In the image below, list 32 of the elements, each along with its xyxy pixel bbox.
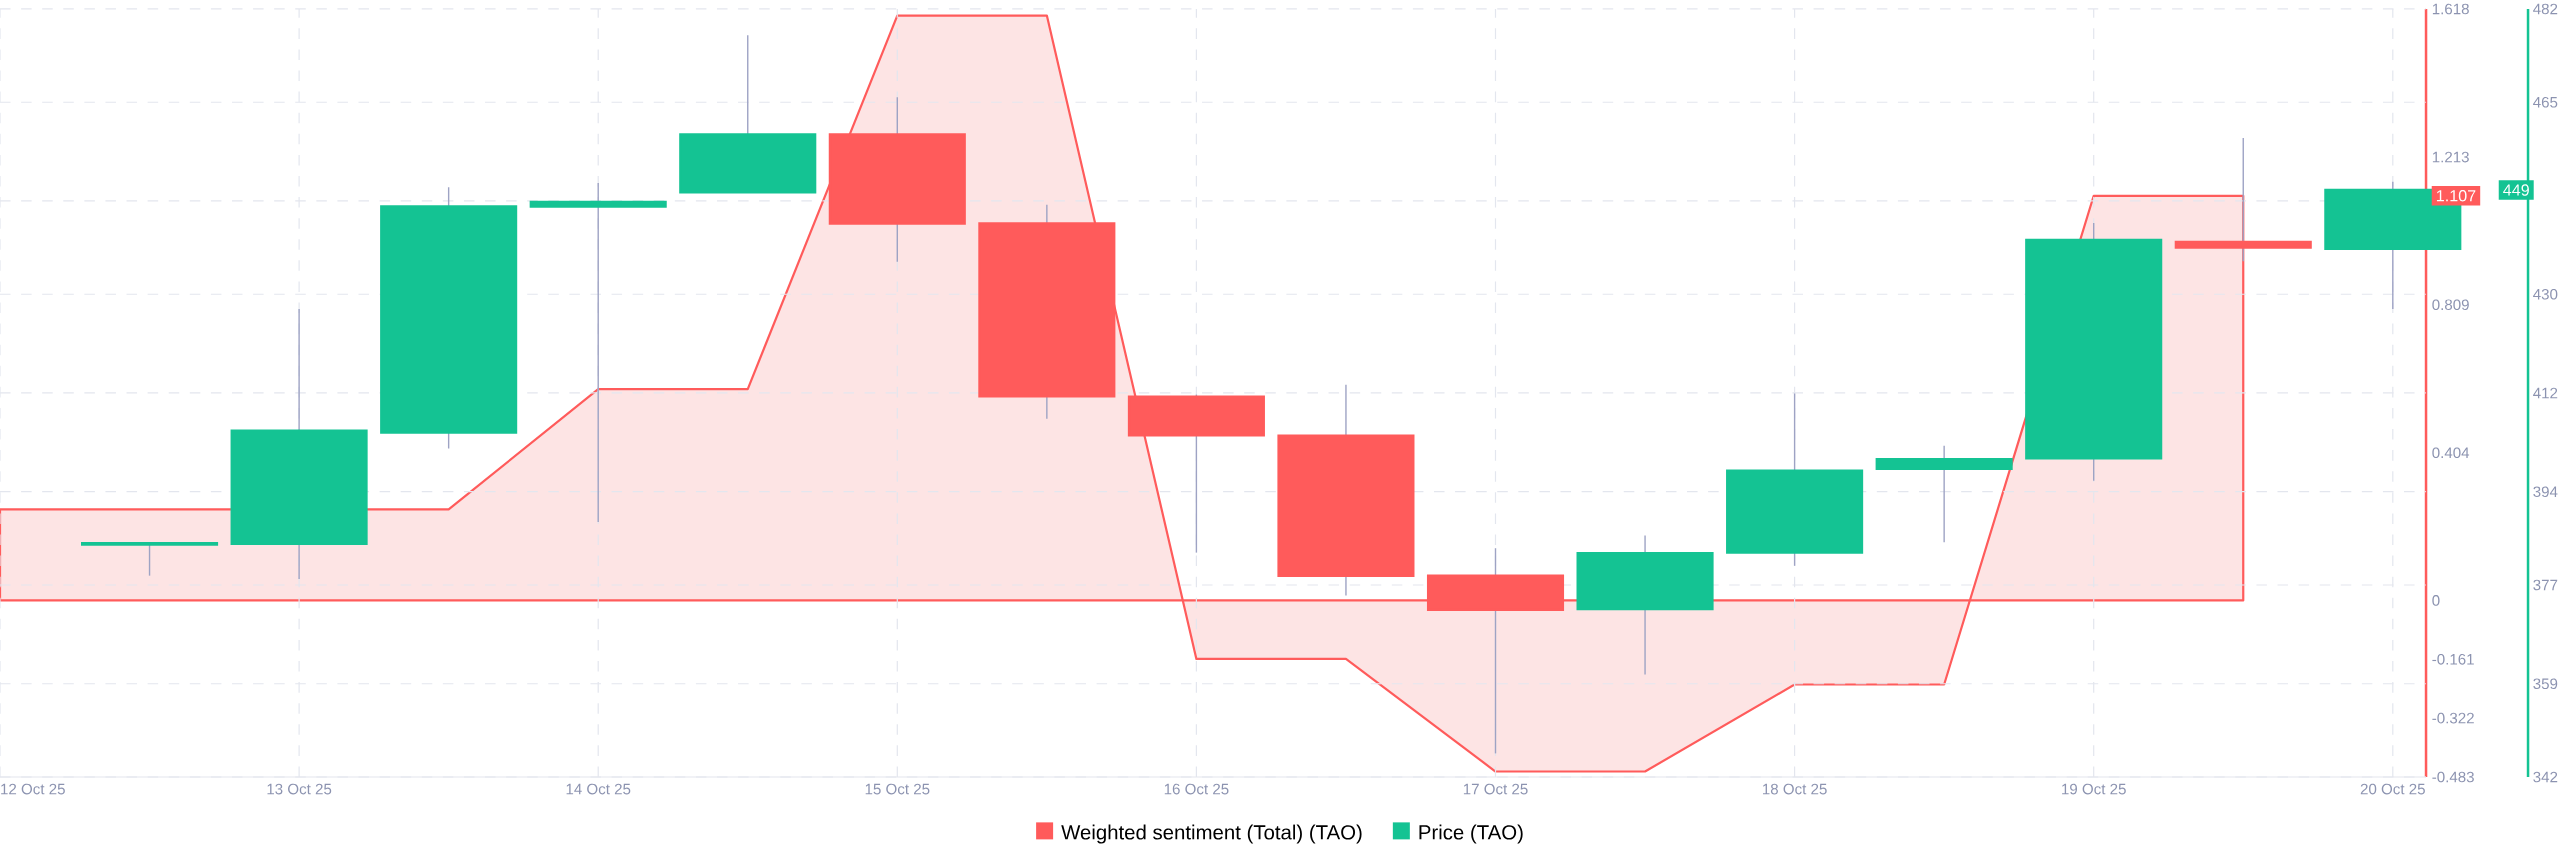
y-tick-label: 394 <box>2533 486 2558 498</box>
x-tick-label: 18 Oct 25 <box>1762 783 1827 795</box>
y-tick-label: 412 <box>2533 387 2558 399</box>
y-tick-label: 359 <box>2533 678 2558 690</box>
x-tick-label: 12 Oct 25 <box>1 783 65 795</box>
x-tick-label: 19 Oct 25 <box>2062 783 2126 795</box>
x-tick-label: 16 Oct 25 <box>1164 783 1229 795</box>
y-tick-label: 482 <box>2533 3 2558 15</box>
text: 1.107 <box>2436 190 2476 202</box>
candlestick <box>529 182 667 523</box>
y-tick-label: 342 <box>2533 771 2558 783</box>
candlestick <box>81 542 219 577</box>
x-tick-label: 14 Oct 25 <box>566 783 631 795</box>
y2-tick-label: 1.618 <box>2432 3 2469 15</box>
y2-tick-label: 0.404 <box>2432 447 2470 459</box>
x-tick-label: 13 Oct 25 <box>267 783 332 795</box>
legend-label: Price (TAO) <box>1419 824 1523 844</box>
y2-tick-label: 0.809 <box>2432 299 2469 311</box>
y-tick-label: 430 <box>2533 288 2558 300</box>
y-tick-label: 465 <box>2533 96 2558 108</box>
x-tick-label: 15 Oct 25 <box>865 783 930 795</box>
y2-tick-label: 1.213 <box>2432 151 2469 163</box>
x-tick-label: 17 Oct 25 <box>1463 783 1528 795</box>
x-tick-label: 20 Oct 25 <box>2360 783 2425 795</box>
y2-tick-label: -0.322 <box>2432 712 2474 724</box>
y2-tick-label: -0.161 <box>2432 653 2474 665</box>
text: 449 <box>2503 184 2529 196</box>
y2-tick-label: 0 <box>2432 595 2440 606</box>
y-tick-label: 377 <box>2533 579 2558 591</box>
legend-label: Weighted sentiment (Total) (TAO) <box>1061 824 1362 844</box>
y2-tick-label: -0.483 <box>2432 771 2474 783</box>
candlestick <box>1875 444 2013 543</box>
